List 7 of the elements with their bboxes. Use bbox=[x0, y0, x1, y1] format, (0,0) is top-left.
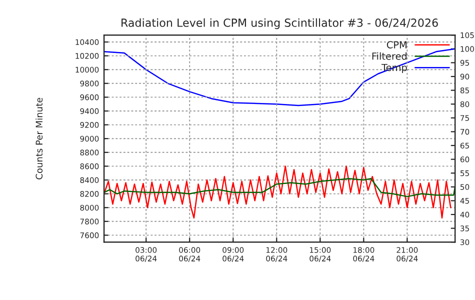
line-series bbox=[104, 178, 456, 198]
legend-label: CPM bbox=[386, 41, 406, 48]
legend-label: Filtered bbox=[372, 52, 407, 60]
chart-title: Radiation Level in CPM using Scintillator #3 - 06/24/2026 bbox=[122, 18, 438, 30]
line-series bbox=[104, 48, 456, 106]
line-series bbox=[104, 166, 452, 219]
y-axis-title: Counts Per Minute bbox=[36, 98, 43, 180]
